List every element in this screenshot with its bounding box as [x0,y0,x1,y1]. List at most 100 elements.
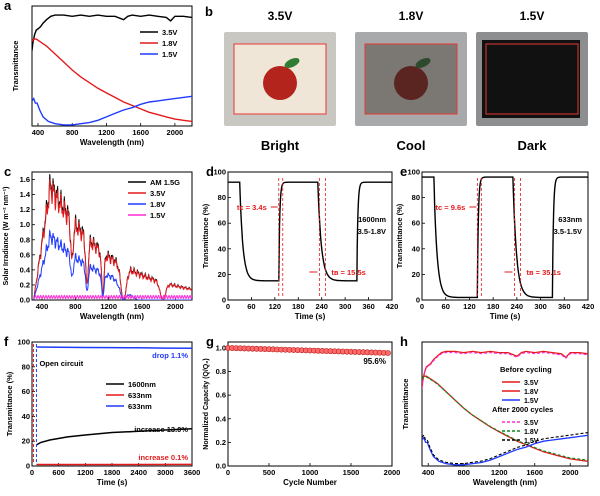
panel-h: 400 800 1200 1600 2000 Wavelength (nm) Transmi… [400,334,589,487]
y-tick-label: 80 [412,193,420,202]
y-tick-label: 0.8 [216,367,226,376]
apple-shape [263,66,297,100]
legend-label: 1.8V [162,39,177,48]
x-tick-label: 1000 [302,468,319,477]
x-tick-label: 120 [269,302,282,311]
x-tick-label: 420 [582,302,595,311]
increase-label: increase 0.1% [138,453,188,462]
x-axis-label: Time (s) [295,312,326,321]
x-tick-label: 0 [226,468,230,477]
coloring-time: tᴄ = 3.4s [237,203,267,212]
series-line [33,179,192,300]
state-voltage: 3.5V [268,9,293,23]
y-tick-label: 1.0 [20,220,30,229]
legend-heading: After 2000 cycles [492,405,553,414]
y-tick-label: 0.2 [20,280,30,289]
x-tick-label: 0 [30,468,34,477]
state-caption: Cool [397,138,426,153]
legend-label: 1.5V [524,438,539,445]
legend-label: 3.5V [162,28,177,37]
y-axis-label: Transmittance (%) [201,203,210,268]
x-tick-label: 180 [292,302,305,311]
photo-film [482,40,580,118]
plot-frame [227,171,393,301]
y-tick-label: 40 [22,412,30,421]
legend-label: 1.5V [524,398,539,405]
legend-label: 1.5V [150,211,165,220]
transmittance-curve [228,181,392,282]
legend-label: 3.5V [150,189,165,198]
x-tick-label: 0 [226,302,230,311]
series-line [36,346,192,349]
coloring-time: tᴄ = 9.6s [436,203,466,212]
panel-e: 0 60 120 180 240 300 360 420 0 20 40 60 80 100 Time (s… [395,164,594,321]
condition-label: 633nm [558,215,582,224]
x-tick-label: 1800 [104,468,121,477]
x-tick-label: 800 [69,302,82,311]
legend-label: 633nm [128,402,152,411]
condition-label: 1600nm [358,215,386,224]
plot-frame [31,171,193,301]
x-axis-label: Time (s) [490,312,521,321]
y-tick-label: 0.4 [216,414,227,423]
y-axis-label: Transmittance [401,379,410,430]
panel-letter: c [4,164,11,179]
drop-label: drop 1.1% [152,351,188,360]
y-tick-label: 80 [22,362,30,371]
x-tick-label: 1200 [100,302,117,311]
x-tick-label: 180 [487,302,500,311]
x-tick-label: 2000 [167,128,184,137]
y-tick-label: 0 [26,462,30,471]
bleaching-time: tʙ = 35.1s [526,268,560,277]
x-tick-label: 1500 [343,468,360,477]
x-tick-label: 60 [247,302,255,311]
legend-label: 1.5V [162,50,177,59]
panel-letter: d [206,164,214,179]
y-axis-label: Solar Irradiance (W m⁻² nm⁻¹) [3,187,10,286]
x-tick-label: 1200 [77,468,94,477]
red-outline [233,43,327,115]
y-tick-label: 0.0 [216,462,226,471]
x-tick-label: 360 [558,302,571,311]
series-line [32,14,192,51]
x-axis-label: Time (s) [97,478,128,487]
panel-d: 0 60 120 180 240 300 360 420 0 20 40 60 80 100 Time (s… [201,164,398,321]
open-circuit-label: Open circuit [39,359,83,368]
y-tick-label: 20 [22,437,30,446]
series-line [33,228,192,300]
x-tick-label: 300 [534,302,547,311]
y-tick-label: 100 [17,338,30,347]
y-tick-label: 100 [213,168,226,177]
y-tick-label: 40 [218,244,226,253]
x-tick-label: 3000 [157,468,174,477]
state-voltage: 1.5V [520,9,545,23]
after-line [422,432,588,465]
legend-label: 3.5V [524,420,539,427]
plot-frame [31,5,193,127]
y-tick-label: 40 [412,244,420,253]
y-tick-label: 20 [218,270,226,279]
panel-letter: f [4,334,9,349]
legend-label: AM 1.5G [150,178,180,187]
y-axis-label: Transmittance (%) [5,371,14,436]
increase-label: increase 13.0% [134,425,188,434]
x-tick-label: 1600 [132,128,149,137]
y-tick-label: 0 [416,296,420,305]
series-line [33,294,192,300]
x-axis-label: Wavelength (nm) [80,138,144,147]
x-axis-label: Wavelength (nm) [473,478,537,487]
x-tick-label: 500 [263,468,276,477]
y-tick-label: 0.8 [20,235,30,244]
panel-letter: h [400,334,408,349]
apple-leaf [284,58,300,68]
y-tick-label: 100 [407,168,420,177]
legend-label: 3.5V [524,380,539,387]
series-line [32,38,192,123]
before-line [422,375,588,462]
before-line [422,434,588,466]
x-tick-label: 400 [422,468,435,477]
x-tick-label: 2000 [384,468,401,477]
y-tick-label: 60 [412,219,420,228]
x-tick-label: 2400 [130,468,147,477]
